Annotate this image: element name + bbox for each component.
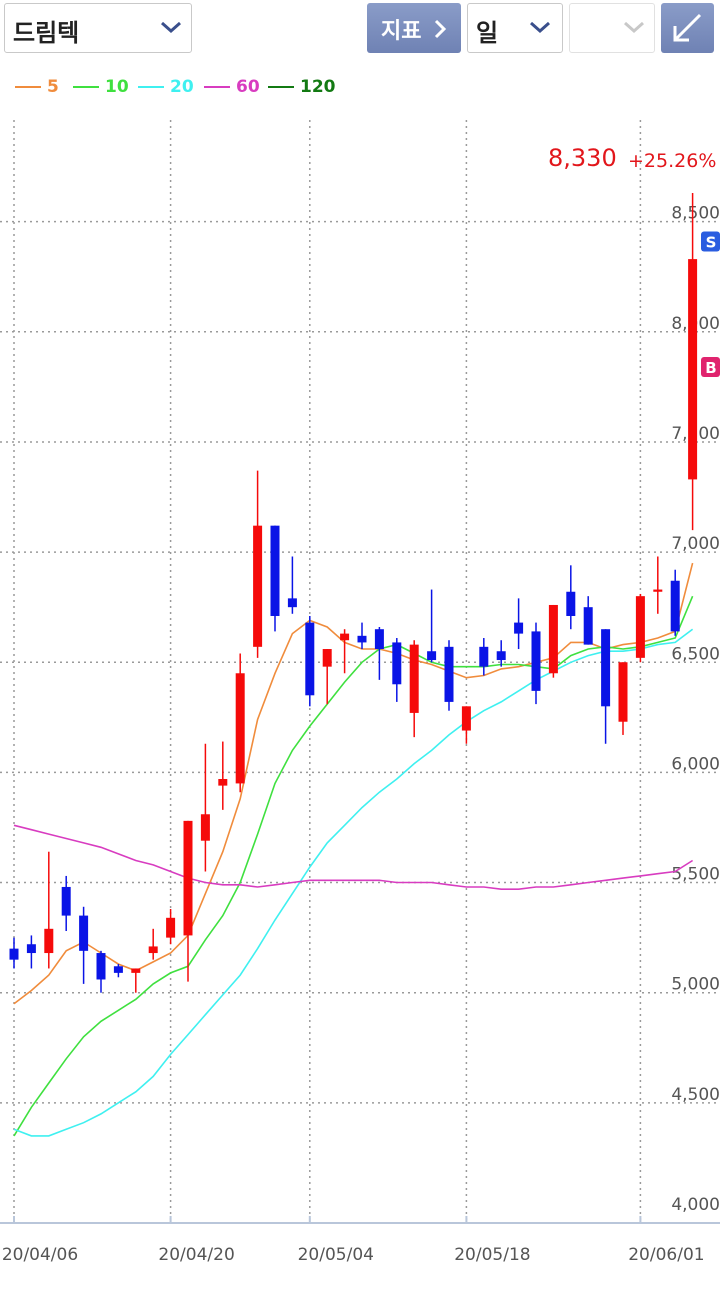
candle-body (357, 635, 367, 643)
candle-body (9, 948, 19, 960)
candle-body (409, 644, 419, 713)
candle-body (427, 651, 437, 661)
candle-body (287, 598, 297, 608)
candle-body (531, 631, 541, 691)
sell-marker-label: S (706, 233, 717, 251)
candle-body (270, 525, 280, 616)
chevron-down-icon (624, 21, 644, 34)
legend-ma60: 60 (204, 77, 260, 97)
x-tick-label: 20/05/18 (454, 1245, 530, 1265)
candle-body (461, 706, 471, 731)
candle-body (148, 946, 158, 954)
candle-body (113, 966, 123, 973)
candle-body (496, 651, 506, 661)
candle-body (61, 886, 71, 916)
legend-ma20: 20 (138, 77, 194, 97)
candle-body (392, 642, 402, 685)
period-select[interactable]: 일 (467, 3, 563, 53)
candle-body (235, 673, 245, 784)
candle-body (340, 633, 350, 641)
candle-body (514, 622, 524, 634)
candle-body (601, 629, 611, 707)
secondary-select[interactable] (569, 3, 655, 53)
indicator-button[interactable]: 지표 (367, 3, 461, 53)
diagonal-arrow-icon (673, 13, 702, 42)
candle-body (253, 525, 263, 647)
legend-ma10: 10 (73, 77, 129, 97)
candle-body (653, 589, 663, 592)
y-tick-label: 4,500 (671, 1085, 720, 1105)
sell-marker-badge (701, 231, 720, 252)
indicator-label: 지표 (381, 19, 422, 44)
candle-body (79, 915, 89, 951)
stock-select[interactable]: 드림텍 (4, 3, 192, 53)
x-tick-label: 20/05/04 (298, 1245, 374, 1265)
legend-ma5: 5 (15, 77, 59, 97)
y-tick-label: 6,500 (671, 644, 720, 664)
candle-body (305, 622, 315, 696)
ma-legend: 5 10 20 60 120 8,330 +25.26% (0, 70, 720, 172)
candle-body (166, 917, 176, 938)
period-label: 일 (476, 19, 499, 47)
candle-body (44, 928, 54, 954)
candle-body (618, 662, 628, 722)
y-tick-label: 5,000 (671, 975, 720, 995)
y-tick-label: 7,000 (671, 534, 720, 554)
candle-body (131, 968, 141, 973)
legend-ma120: 120 (268, 77, 336, 97)
chevron-down-icon (530, 21, 550, 34)
candle-body (183, 820, 193, 936)
candle-body (566, 591, 576, 616)
y-tick-label: 4,000 (671, 1195, 720, 1215)
chevron-down-icon (161, 21, 181, 34)
candle-body (200, 814, 210, 841)
candle-body (444, 646, 454, 702)
x-tick-label: 20/04/06 (2, 1245, 78, 1265)
x-tick-label: 20/06/01 (628, 1245, 704, 1265)
candle-body (374, 629, 384, 650)
candlestick-chart[interactable]: 4,0004,5005,0005,5006,0006,5007,0007,500… (0, 115, 720, 1297)
y-tick-label: 8,500 (671, 204, 720, 224)
candle-body (583, 607, 593, 645)
toolbar: 드림텍 지표 일 (0, 0, 720, 60)
current-price: 8,330 (548, 144, 617, 172)
y-tick-label: 6,000 (671, 754, 720, 774)
ma-line-5 (13, 562, 694, 1005)
candle-body (96, 953, 106, 980)
candle-body (218, 779, 228, 786)
price-change: +25.26% (628, 150, 717, 172)
chevron-right-icon (434, 19, 447, 39)
buy-marker-label: B (705, 359, 716, 377)
buy-marker-badge (701, 357, 720, 378)
x-tick-label: 20/04/20 (158, 1245, 234, 1265)
ma-line-10 (13, 595, 694, 1137)
y-tick-label: 5,500 (671, 865, 720, 885)
stock-name: 드림텍 (13, 19, 80, 47)
candle-body (688, 259, 698, 480)
candle-body (548, 604, 558, 674)
ma-line-20 (13, 628, 694, 1137)
candle-body (670, 580, 680, 632)
expand-button[interactable] (661, 3, 714, 53)
candle-body (479, 646, 489, 667)
candle-body (26, 944, 36, 954)
candle-body (322, 649, 332, 667)
candle-body (635, 596, 645, 658)
ma-line-60 (13, 824, 694, 891)
